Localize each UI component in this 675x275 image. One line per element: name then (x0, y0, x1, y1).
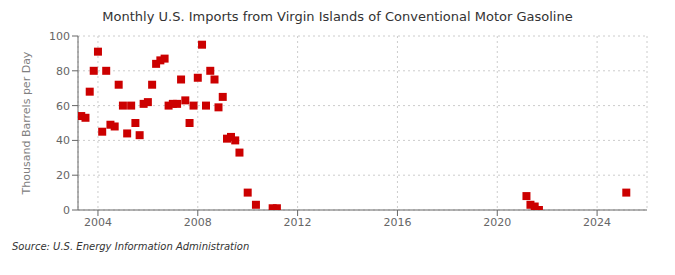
svg-text:40: 40 (56, 134, 70, 147)
svg-text:60: 60 (56, 100, 70, 113)
svg-text:2016: 2016 (383, 216, 411, 229)
svg-text:2024: 2024 (583, 216, 611, 229)
svg-text:2004: 2004 (84, 216, 112, 229)
svg-text:2008: 2008 (184, 216, 212, 229)
svg-text:100: 100 (49, 30, 70, 43)
html-text:Source: U.S. Energy Informatio: Source: U.S. Energy Information Administ… (12, 241, 250, 252)
svg-text:80: 80 (56, 65, 70, 78)
svg-text:2012: 2012 (284, 216, 312, 229)
svg-text:0: 0 (63, 204, 70, 217)
svg-text:Thousand Barrels per Day: Thousand Barrels per Day (20, 51, 33, 195)
svg-text:2020: 2020 (483, 216, 511, 229)
svg-text:20: 20 (56, 169, 70, 182)
html-text:Monthly U.S. Imports from Virg: Monthly U.S. Imports from Virgin Islands… (102, 9, 573, 24)
